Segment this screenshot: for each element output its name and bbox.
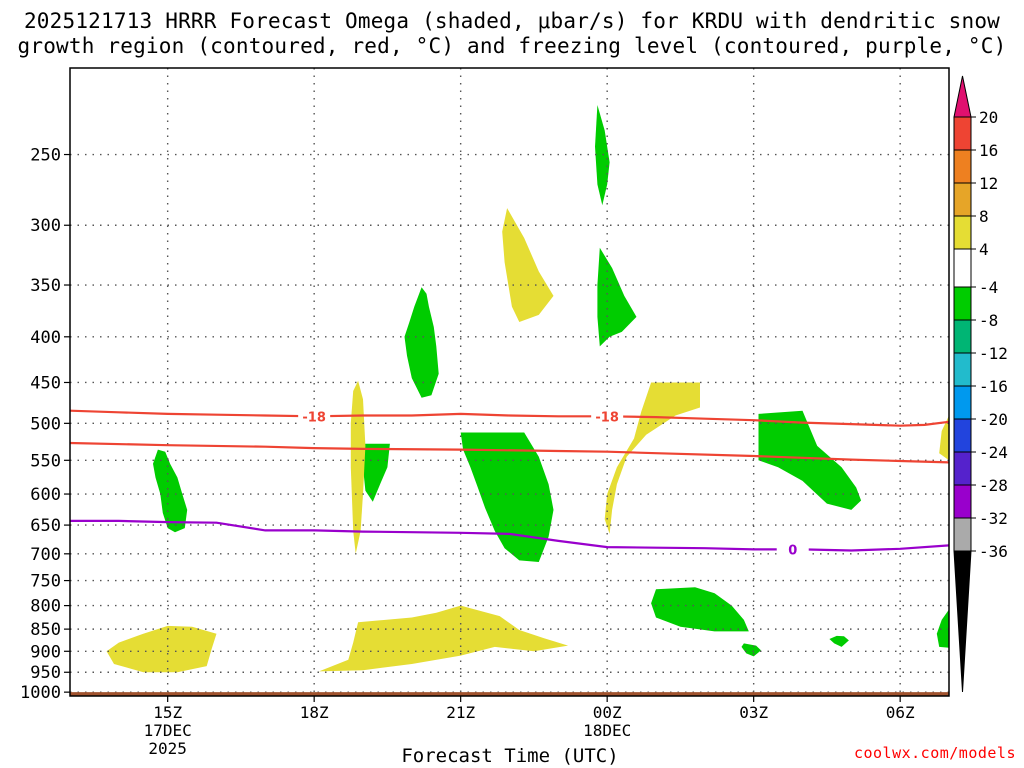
colorbar-bin-8 xyxy=(953,385,972,420)
x-tick-label-03Z: 03Z xyxy=(739,703,768,722)
colorbar-bin-6 xyxy=(953,319,972,354)
colorbar-label: -28 xyxy=(979,476,1008,495)
upward-motion-region-1 xyxy=(404,287,439,398)
colorbar-label: -20 xyxy=(979,410,1008,429)
colorbar-bin-4 xyxy=(953,248,972,288)
chart-title-line-2: growth region (contoured, red, °C) and f… xyxy=(17,34,1007,58)
colorbar: 20 16 12 8 4 -4 -8 -12 -16 -20 -24 -28 -32 -36 xyxy=(953,75,1008,693)
x-tick-label-21Z: 21Z xyxy=(446,703,475,722)
y-tick-label-300: 300 xyxy=(30,216,61,236)
downward-motion-region-11 xyxy=(502,208,554,322)
colorbar-label: 4 xyxy=(979,240,989,259)
upward-motion-region-3 xyxy=(460,432,554,562)
y-tick-label-600: 600 xyxy=(30,485,61,505)
y-tick-label-350: 350 xyxy=(30,276,61,296)
upward-motion-region-5 xyxy=(597,247,637,347)
downward-motion-region-14 xyxy=(106,625,217,673)
colorbar-label: 16 xyxy=(979,141,998,160)
contour-label-bg xyxy=(591,408,624,425)
contour-label-bg xyxy=(298,408,331,425)
colorbar-bottom-arrow xyxy=(953,550,972,693)
colorbar-bin-3 xyxy=(953,215,972,250)
colorbar-label: -24 xyxy=(979,443,1008,462)
site-credit-link[interactable]: coolwx.com/models xyxy=(853,744,1016,762)
x-tick-label-18Z: 18Z xyxy=(300,703,329,722)
colorbar-bin-5 xyxy=(953,286,972,321)
colorbar-bin-7 xyxy=(953,352,972,387)
colorbar-bin-12 xyxy=(953,517,972,552)
colorbar-bin-1 xyxy=(953,149,972,184)
upward-motion-region-4 xyxy=(595,105,610,206)
contour-label: -18 xyxy=(595,410,619,425)
x-axis-label: Forecast Time (UTC) xyxy=(401,745,619,767)
contour-label: -18 xyxy=(302,410,326,425)
x-tick-sublabel: 17DEC xyxy=(144,721,192,740)
chart-title-line-1: 2025121713 HRRR Forecast Omega (shaded, … xyxy=(23,9,1001,33)
y-axis: 2503003504004505005506006507007508008509… xyxy=(20,146,70,703)
y-tick-label-800: 800 xyxy=(30,597,61,617)
contour-label-bg xyxy=(776,541,809,558)
plot-background xyxy=(70,68,949,696)
y-tick-label-450: 450 xyxy=(30,373,61,393)
colorbar-bin-11 xyxy=(953,484,972,519)
y-tick-label-500: 500 xyxy=(30,414,61,434)
colorbar-label: -32 xyxy=(979,509,1008,528)
x-tick-sublabel: 18DEC xyxy=(583,721,631,740)
colorbar-label: -8 xyxy=(979,311,998,330)
downward-motion-region-16 xyxy=(939,415,949,461)
temperature-contours: -18 -18 0 xyxy=(69,408,950,558)
y-tick-label-850: 850 xyxy=(30,620,61,640)
y-tick-label-750: 750 xyxy=(30,572,61,592)
colorbar-bin-9 xyxy=(953,418,972,453)
upward-motion-region-6 xyxy=(758,410,862,510)
colorbar-bin-10 xyxy=(953,451,972,486)
upward-motion-region-8 xyxy=(741,643,761,657)
contour-line-0 xyxy=(69,409,950,427)
downward-motion-region-13 xyxy=(604,382,700,534)
y-tick-label-1000: 1000 xyxy=(20,683,61,703)
y-tick-label-950: 950 xyxy=(30,663,61,683)
ground-level xyxy=(70,692,949,696)
colorbar-label: -36 xyxy=(979,542,1008,561)
upward-motion-region-7 xyxy=(651,587,749,632)
x-tick-sublabel: 2025 xyxy=(148,739,187,758)
colorbar-label: 20 xyxy=(979,108,998,127)
x-tick-label-06Z: 06Z xyxy=(886,703,915,722)
colorbar-label: -4 xyxy=(979,278,998,297)
upward-motion-region-0 xyxy=(153,449,188,533)
colorbar-label: -16 xyxy=(979,377,1008,396)
contour-label: 0 xyxy=(788,543,797,558)
contour-line-1 xyxy=(69,441,950,464)
colorbar-label: 12 xyxy=(979,174,998,193)
colorbar-top-arrow xyxy=(953,75,972,118)
plot-area: -18 -18 0 xyxy=(69,68,950,696)
x-tick-label-00Z: 00Z xyxy=(593,703,622,722)
omega-regions xyxy=(106,105,949,673)
colorbar-label: -12 xyxy=(979,344,1008,363)
x-tick-label-15Z: 15Z xyxy=(153,703,182,722)
y-tick-label-550: 550 xyxy=(30,451,61,471)
colorbar-bin-0 xyxy=(953,116,972,151)
upward-motion-region-2 xyxy=(363,443,390,502)
colorbar-bin-2 xyxy=(953,182,972,217)
colorbar-label: 8 xyxy=(979,207,989,226)
upward-motion-region-10 xyxy=(936,609,949,648)
y-tick-label-250: 250 xyxy=(30,146,61,166)
downward-motion-region-15 xyxy=(319,605,569,672)
y-tick-label-650: 650 xyxy=(30,516,61,536)
y-tick-label-900: 900 xyxy=(30,642,61,662)
y-tick-label-700: 700 xyxy=(30,545,61,565)
upward-motion-region-9 xyxy=(829,635,849,647)
y-tick-label-400: 400 xyxy=(30,328,61,348)
downward-motion-region-12 xyxy=(350,380,366,554)
